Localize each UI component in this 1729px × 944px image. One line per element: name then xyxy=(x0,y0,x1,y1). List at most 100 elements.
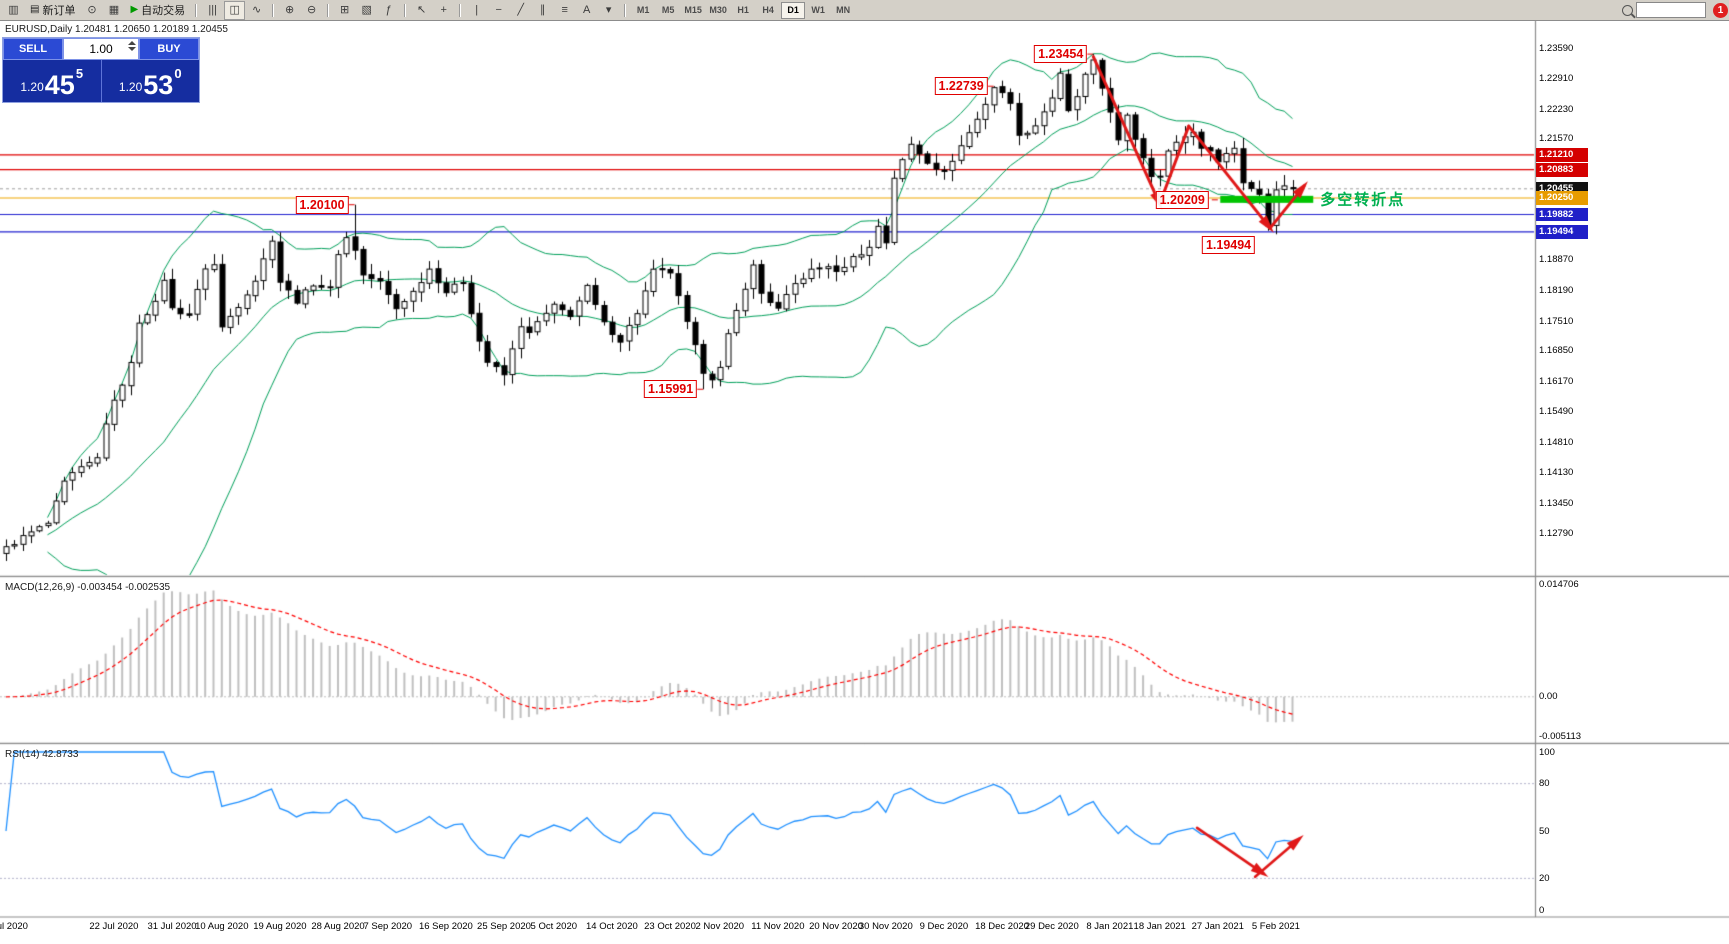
toolbar-separator xyxy=(624,3,627,17)
fibonacci-icon[interactable]: ≡ xyxy=(561,3,568,16)
lot-stepper[interactable] xyxy=(128,41,136,51)
time-axis-label: 5 Oct 2020 xyxy=(530,921,578,932)
price-axis-tick: 1.13450 xyxy=(1539,497,1574,509)
price-annotation-label[interactable]: 1.15991 xyxy=(644,380,698,399)
trendline-icon[interactable]: ╱ xyxy=(517,3,524,16)
lot-size-input[interactable]: 1.00 xyxy=(63,38,139,60)
text-icon[interactable]: A xyxy=(582,3,591,16)
price-axis-tick: 1.15490 xyxy=(1539,406,1574,418)
timeframe-h4[interactable]: H4 xyxy=(762,5,774,15)
price-axis-tick: 1.16170 xyxy=(1539,375,1574,387)
time-axis-label: 23 Oct 2020 xyxy=(644,921,696,932)
zoom-out-icon[interactable]: ⊖ xyxy=(307,3,317,16)
time-axis-label: 10 Aug 2020 xyxy=(195,921,249,932)
sell-price-big: 45 xyxy=(44,70,75,101)
new-chart-icon[interactable]: ▧ xyxy=(361,3,372,16)
time-axis-label: 11 Nov 2020 xyxy=(751,921,805,932)
time-axis-label: 22 Jul 2020 xyxy=(89,921,139,932)
time-axis-label: 29 Dec 2020 xyxy=(1024,921,1079,932)
sell-price-prefix: 1.20 xyxy=(20,80,44,94)
buy-button[interactable]: BUY xyxy=(139,38,199,60)
toolbar: ▥ ▤ 新订单 ⊙ ▦ ▶ 自动交易 ||| ◫ ∿ ⊕ ⊖ ⊞ ▧ ƒ ↖ + | − ╱ ∥ ≡ A ▾ M1 M5 M15 M3… xyxy=(0,0,1729,21)
rsi-axis-tick: 100 xyxy=(1539,746,1555,758)
price-annotation-label[interactable]: 1.20209 xyxy=(1155,190,1209,209)
bar-chart-type-icon[interactable]: ||| xyxy=(208,3,217,16)
price-axis-tick: 1.14130 xyxy=(1539,467,1574,479)
stepper-down-icon[interactable] xyxy=(128,47,136,51)
time-axis-label: 28 Aug 2020 xyxy=(311,921,365,932)
price-axis-tag: 1.21210 xyxy=(1536,148,1588,162)
time-axis-label: 9 Dec 2020 xyxy=(919,921,969,932)
rsi-axis-tick: 50 xyxy=(1539,825,1550,837)
timeframe-m30[interactable]: M30 xyxy=(709,5,727,15)
price-axis-tick: 1.17510 xyxy=(1539,315,1574,327)
sell-button[interactable]: SELL xyxy=(3,38,63,60)
buy-price[interactable]: 1.20 53 0 xyxy=(100,60,200,102)
price-annotation-label[interactable]: 1.22739 xyxy=(934,77,988,96)
timeframe-switcher: M1 M5 M15 M30 H1 H4 D1 W1 MN xyxy=(631,1,855,19)
time-axis-label: 8 Jan 2021 xyxy=(1086,921,1134,932)
turning-point-label[interactable]: 多空转折点 xyxy=(1320,191,1406,209)
line-chart-type-icon[interactable]: ∿ xyxy=(252,3,262,16)
cursor-icon[interactable]: ↖ xyxy=(417,3,427,16)
quote-panel-top-row: SELL 1.00 BUY xyxy=(3,38,199,60)
vertical-line-icon[interactable]: | xyxy=(475,3,479,16)
tile-windows-icon[interactable]: ⊞ xyxy=(340,3,350,16)
price-axis-tick: 1.23590 xyxy=(1539,42,1574,54)
timeframe-d1[interactable]: D1 xyxy=(781,1,806,19)
crosshair-icon[interactable]: + xyxy=(440,3,447,16)
price-axis-tick: 1.21570 xyxy=(1539,133,1574,145)
timeframe-w1[interactable]: W1 xyxy=(811,5,825,15)
zoom-in-icon[interactable]: ⊕ xyxy=(285,3,295,16)
charts-cycle-icon[interactable]: ⊙ xyxy=(87,3,97,16)
data-window-icon[interactable]: ▦ xyxy=(108,3,120,16)
notification-badge[interactable]: 1 xyxy=(1713,2,1728,18)
channel-icon[interactable]: ∥ xyxy=(539,3,546,16)
candlestick-chart-type-icon[interactable]: ◫ xyxy=(224,0,246,20)
price-annotation-label[interactable]: 1.20100 xyxy=(295,195,349,214)
price-axis-tick: 1.18190 xyxy=(1539,285,1574,296)
price-axis-tag: 1.19494 xyxy=(1536,225,1588,239)
price-annotation-label[interactable]: 1.23454 xyxy=(1034,45,1088,64)
stepper-up-icon[interactable] xyxy=(128,41,136,45)
time-axis-label: 31 Jul 2020 xyxy=(147,921,197,932)
toolbar-separator xyxy=(327,3,330,17)
autotrading-button[interactable]: ▶ 自动交易 xyxy=(125,2,190,19)
price-axis-tick: 1.14810 xyxy=(1539,436,1574,448)
chart-window-icon[interactable]: ▥ xyxy=(8,3,19,16)
indicators-list-icon[interactable]: ƒ xyxy=(385,3,392,16)
horizontal-line-icon[interactable]: − xyxy=(495,3,502,16)
time-axis-label: 25 Sep 2020 xyxy=(477,921,531,932)
sell-price[interactable]: 1.20 45 5 xyxy=(3,60,101,102)
timeframe-h1[interactable]: H1 xyxy=(737,5,749,15)
symbol-header: EURUSD,Daily 1.20481 1.20650 1.20189 1.2… xyxy=(5,24,228,35)
price-axis-tag: 1.20883 xyxy=(1536,163,1588,177)
timeframe-mn[interactable]: MN xyxy=(836,5,851,15)
time-axis-label: 5 Feb 2021 xyxy=(1251,921,1300,932)
time-axis-label: 2 Nov 2020 xyxy=(695,921,745,932)
autotrading-button-label: 自动交易 xyxy=(141,5,186,17)
macd-indicator-label: MACD(12,26,9) -0.003454 -0.002535 xyxy=(5,582,171,593)
buy-price-big: 53 xyxy=(143,70,174,101)
time-axis-label: 30 Nov 2020 xyxy=(858,921,913,932)
time-axis-label: 16 Sep 2020 xyxy=(418,921,473,932)
arrows-dropdown-icon[interactable]: ▾ xyxy=(605,3,612,16)
new-order-button[interactable]: ▤ 新订单 xyxy=(25,2,80,19)
timeframe-m15[interactable]: M15 xyxy=(684,5,702,15)
buy-price-sup: 0 xyxy=(174,66,182,81)
timeframe-m5[interactable]: M5 xyxy=(661,5,675,15)
price-axis-tick: 1.18870 xyxy=(1539,254,1574,266)
lot-value: 1.00 xyxy=(89,42,113,56)
toolbar-separator xyxy=(459,3,462,17)
time-axis-label: 3 Jul 2020 xyxy=(0,921,28,932)
price-axis-tick: 1.22230 xyxy=(1539,103,1574,115)
search-icon xyxy=(1622,4,1633,16)
search-input[interactable] xyxy=(1636,2,1706,18)
timeframe-m1[interactable]: M1 xyxy=(636,5,650,15)
macd-axis-tick: 0.00 xyxy=(1539,691,1558,703)
price-annotation-label[interactable]: 1.19494 xyxy=(1201,235,1256,254)
toolbar-separator xyxy=(404,3,407,17)
price-axis-tag: 1.20250 xyxy=(1536,191,1588,205)
time-axis-label: 27 Jan 2021 xyxy=(1191,921,1244,932)
